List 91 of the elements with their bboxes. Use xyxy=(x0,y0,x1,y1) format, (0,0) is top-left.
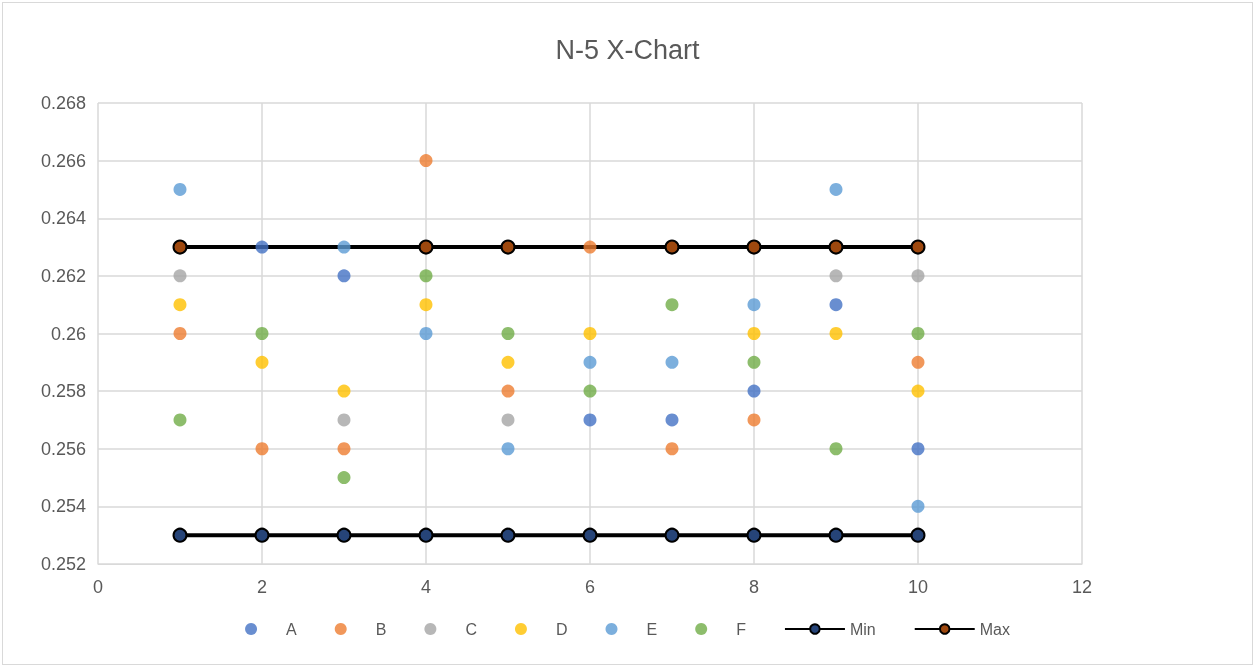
point xyxy=(337,240,351,254)
point xyxy=(747,355,761,369)
point xyxy=(172,239,188,255)
point xyxy=(582,527,598,543)
point xyxy=(910,239,926,255)
point xyxy=(829,269,843,283)
point xyxy=(665,442,679,456)
point xyxy=(418,527,434,543)
x-tick-label: 10 xyxy=(907,577,929,597)
point xyxy=(500,239,516,255)
point xyxy=(173,298,187,312)
x-tick-label: 12 xyxy=(1071,577,1093,597)
y-tick-label: 0.258 xyxy=(40,381,86,402)
point xyxy=(501,355,515,369)
point xyxy=(911,384,925,398)
point xyxy=(583,384,597,398)
point xyxy=(418,239,434,255)
point xyxy=(746,239,762,255)
point xyxy=(336,527,352,543)
y-tick-label: 0.266 xyxy=(40,150,86,171)
point xyxy=(583,327,597,340)
point xyxy=(583,240,597,254)
x-tick-label: 8 xyxy=(748,577,760,597)
point xyxy=(173,269,187,283)
point xyxy=(747,413,761,427)
point xyxy=(255,240,269,254)
legend-label: E xyxy=(646,620,658,638)
point xyxy=(911,269,925,283)
point xyxy=(337,384,351,398)
point xyxy=(419,298,433,312)
x-tick-label: 4 xyxy=(420,577,432,597)
point xyxy=(664,239,680,255)
point xyxy=(337,442,351,456)
point xyxy=(664,527,680,543)
x-tick-label: 2 xyxy=(256,577,268,597)
point xyxy=(501,327,515,340)
point xyxy=(747,327,761,340)
x-tick-label: 0 xyxy=(92,577,104,597)
point xyxy=(173,327,187,340)
point xyxy=(501,442,515,456)
point xyxy=(337,471,351,485)
point xyxy=(337,269,351,283)
point xyxy=(583,413,597,427)
point xyxy=(828,527,844,543)
point xyxy=(254,527,270,543)
y-tick-label: 0.268 xyxy=(40,93,86,113)
point xyxy=(911,499,925,513)
point xyxy=(255,327,269,340)
legend-label: A xyxy=(286,620,298,638)
y-tick-label: 0.262 xyxy=(40,265,86,286)
point xyxy=(665,298,679,312)
point xyxy=(665,355,679,369)
legend-label: F xyxy=(736,620,747,638)
point xyxy=(501,413,515,427)
point xyxy=(500,527,516,543)
y-tick-label: 0.26 xyxy=(50,323,86,344)
legend-label: Min xyxy=(849,620,876,638)
point xyxy=(910,527,926,543)
point xyxy=(747,384,761,398)
point xyxy=(419,269,433,283)
legend-label: B xyxy=(375,620,387,638)
point xyxy=(829,442,843,456)
y-tick-label: 0.252 xyxy=(40,554,86,574)
point xyxy=(172,527,188,543)
point xyxy=(828,239,844,255)
point xyxy=(337,413,351,427)
point xyxy=(829,327,843,340)
point xyxy=(173,182,187,196)
chart-title: N-5 X-Chart xyxy=(555,34,701,65)
legend-label: D xyxy=(555,620,568,638)
point xyxy=(419,327,433,340)
point xyxy=(829,298,843,312)
point xyxy=(255,355,269,369)
y-tick-label: 0.256 xyxy=(40,438,86,459)
point xyxy=(911,442,925,456)
point xyxy=(665,413,679,427)
y-tick-label: 0.264 xyxy=(40,208,86,229)
legend-label: Max xyxy=(979,620,1010,638)
point xyxy=(911,355,925,369)
point xyxy=(419,154,433,168)
x-tick-label: 6 xyxy=(584,577,596,597)
point xyxy=(829,182,843,196)
point xyxy=(255,442,269,456)
point xyxy=(501,384,515,398)
point xyxy=(747,298,761,312)
point xyxy=(173,413,187,427)
y-tick-label: 0.254 xyxy=(40,496,86,517)
point xyxy=(583,355,597,369)
point xyxy=(911,327,925,340)
point xyxy=(746,527,762,543)
legend-label: C xyxy=(465,620,477,638)
